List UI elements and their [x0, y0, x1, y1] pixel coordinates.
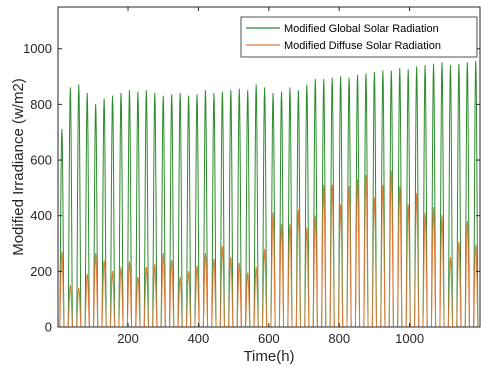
- legend-box: [240, 16, 478, 58]
- x-axis-label: Time(h): [243, 348, 294, 365]
- y-tick-label-400: 400: [30, 208, 52, 223]
- y-tick-label-0: 0: [45, 320, 52, 335]
- y-tick-label-200: 200: [30, 264, 52, 279]
- legend-label-diffuse: Modified Diffuse Solar Radiation: [284, 40, 441, 52]
- ticks-layer: 200 400 600 800 1000 0 200 400 600 800 1000: [23, 7, 480, 346]
- y-tick-label-600: 600: [30, 153, 52, 168]
- x-tick-label-600: 600: [258, 331, 280, 346]
- x-tick-label-200: 200: [117, 331, 139, 346]
- legend-label-global: Modified Global Solar Radiation: [284, 23, 439, 35]
- y-tick-label-800: 800: [30, 97, 52, 112]
- legend: Modified Global Solar Radiation Modified…: [240, 16, 478, 58]
- x-tick-label-800: 800: [328, 331, 350, 346]
- x-tick-label-1000: 1000: [395, 331, 424, 346]
- y-axis-label: Modified Irradiance (w/m2): [10, 78, 27, 256]
- y-tick-label-1000: 1000: [23, 41, 52, 56]
- x-tick-label-400: 400: [188, 331, 210, 346]
